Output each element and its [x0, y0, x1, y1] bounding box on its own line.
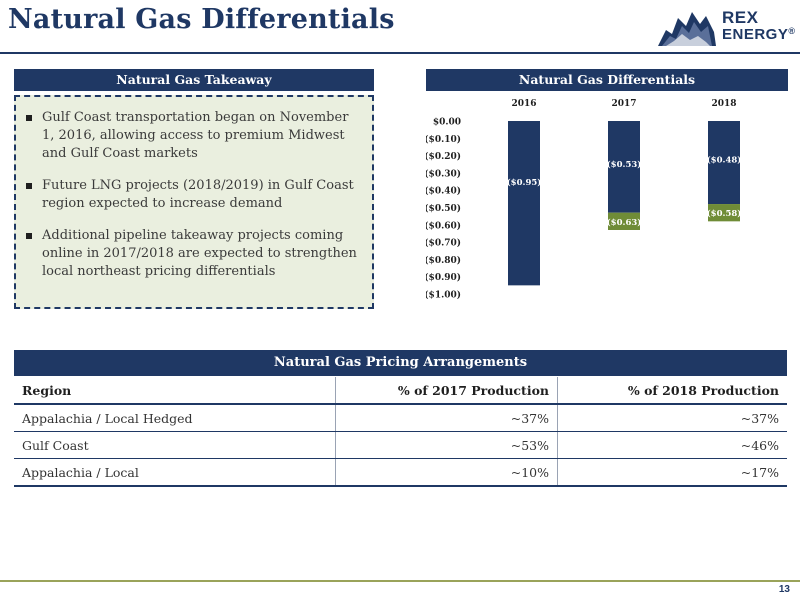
table-cell: Appalachia / Local Hedged — [14, 404, 336, 432]
bullet-item: Gulf Coast transportation began on Novem… — [26, 109, 358, 163]
differentials-chart: $0.00 ($0.10) ($0.20) ($0.30) ($0.40) ($0.50)… — [426, 99, 742, 301]
bar-base — [608, 121, 640, 213]
y-tick-label: ($0.20) — [426, 151, 461, 162]
y-tick-label: $0.00 — [433, 118, 461, 128]
table-cell: ~46% — [557, 431, 787, 459]
pricing-table-title: Natural Gas Pricing Arrangements — [14, 350, 787, 376]
bar-base — [708, 121, 740, 205]
y-tick-label: ($0.60) — [426, 220, 461, 231]
table-header-row: Region % of 2017 Production % of 2018 Pr… — [14, 377, 787, 405]
table-cell: Gulf Coast — [14, 431, 336, 459]
table-cell: ~37% — [335, 404, 558, 432]
table-cell: ~10% — [335, 458, 558, 487]
x-tick-label: 2017 — [611, 99, 636, 109]
bullet-text: Gulf Coast transportation began on Novem… — [42, 110, 349, 161]
bar-additional — [708, 204, 740, 222]
table-row: Appalachia / Local ~10% ~17% — [14, 458, 787, 487]
page-number: 13 — [778, 584, 790, 595]
table-row: Gulf Coast ~53% ~46% — [14, 431, 787, 459]
table-cell: Appalachia / Local — [14, 458, 336, 487]
y-tick-label: ($0.50) — [426, 203, 461, 214]
bullet-square-icon — [26, 115, 32, 121]
table-cell: ~37% — [557, 404, 787, 432]
x-tick-label: 2018 — [711, 99, 736, 109]
column-header-2017: % of 2017 Production — [335, 377, 558, 405]
bullet-text: Additional pipeline takeaway projects co… — [42, 228, 357, 279]
data-label: ($0.63) — [607, 217, 642, 228]
y-tick-label: ($0.90) — [426, 272, 461, 283]
data-label: ($0.95) — [507, 177, 542, 188]
bullet-square-icon — [26, 233, 32, 239]
bullet-square-icon — [26, 183, 32, 189]
table-row: Appalachia / Local Hedged ~37% ~37% — [14, 404, 787, 432]
logo-word-energy: ENERGY® — [722, 26, 796, 43]
y-tick-label: ($1.00) — [426, 290, 461, 301]
data-label: ($0.58) — [707, 208, 742, 219]
y-tick-label: ($0.10) — [426, 134, 461, 145]
logo-word-rex: REX — [722, 8, 759, 27]
pricing-table: Region % of 2017 Production % of 2018 Pr… — [14, 377, 787, 487]
takeaway-bullets: Gulf Coast transportation began on Novem… — [16, 97, 372, 281]
table-cell: ~53% — [335, 431, 558, 459]
y-tick-label: ($0.30) — [426, 168, 461, 179]
column-header-2018: % of 2018 Production — [557, 377, 787, 405]
title-divider — [0, 52, 800, 54]
y-tick-label: ($0.70) — [426, 238, 461, 249]
company-logo: REX ENERGY® — [656, 6, 796, 48]
takeaway-panel: Gulf Coast transportation began on Novem… — [14, 95, 374, 309]
differentials-header: Natural Gas Differentials — [426, 69, 788, 91]
page-title: Natural Gas Differentials — [8, 4, 395, 35]
bullet-text: Future LNG projects (2018/2019) in Gulf … — [42, 178, 354, 211]
logo-icon — [658, 12, 716, 46]
y-tick-label: ($0.40) — [426, 186, 461, 197]
bar-additional — [608, 212, 640, 230]
table-cell: ~17% — [557, 458, 787, 487]
logo-word-energy-text: ENERGY — [722, 26, 789, 43]
footer-divider — [0, 580, 800, 582]
data-label: ($0.53) — [607, 159, 642, 170]
bullet-item: Future LNG projects (2018/2019) in Gulf … — [26, 177, 358, 213]
x-tick-label: 2016 — [511, 99, 536, 109]
data-label: ($0.48) — [707, 155, 742, 166]
registered-mark: ® — [788, 26, 796, 36]
bullet-item: Additional pipeline takeaway projects co… — [26, 227, 358, 281]
takeaway-header: Natural Gas Takeaway — [14, 69, 374, 91]
column-header-region: Region — [14, 377, 336, 405]
bar-base — [508, 121, 540, 286]
y-tick-label: ($0.80) — [426, 255, 461, 266]
